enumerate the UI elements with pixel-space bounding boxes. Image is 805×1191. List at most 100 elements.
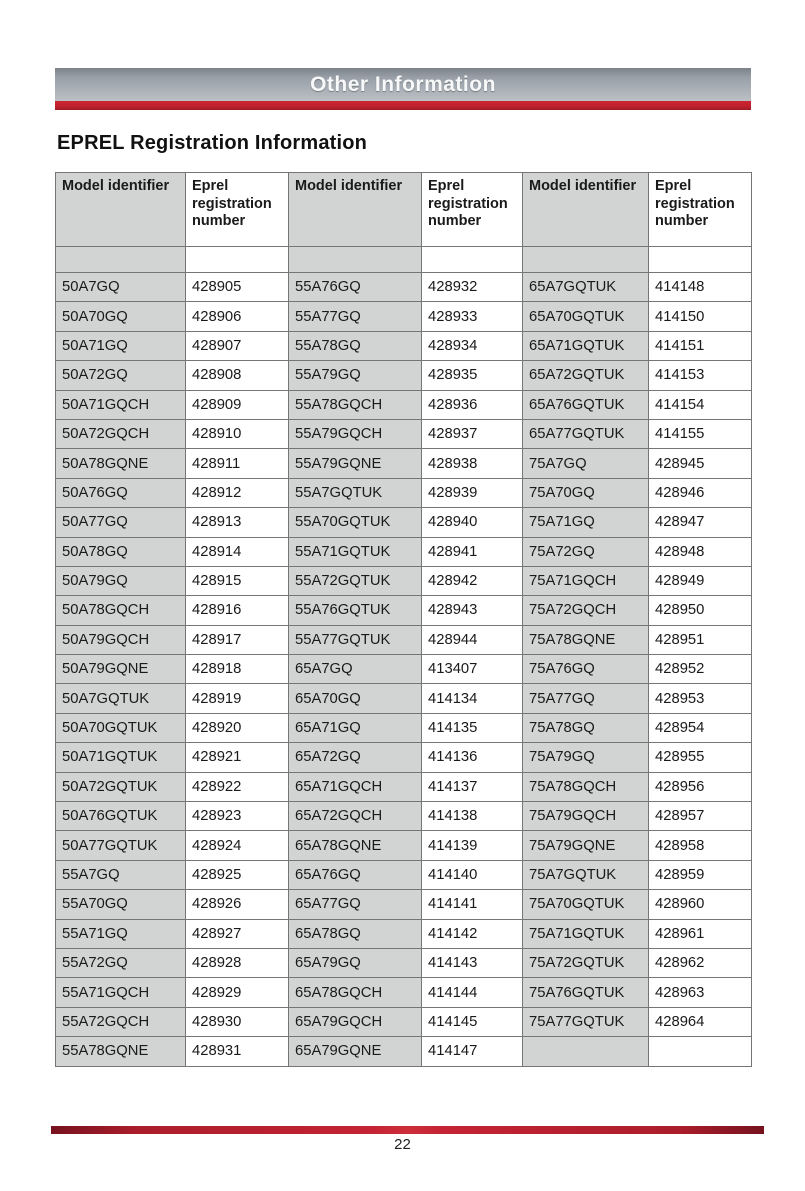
model-identifier-cell: 50A70GQTUK xyxy=(55,712,186,744)
eprel-number-cell: 428964 xyxy=(648,1006,752,1038)
model-identifier-cell: 55A70GQTUK xyxy=(288,507,422,538)
model-identifier-cell: 50A72GQCH xyxy=(55,418,186,450)
eprel-number-cell: 428934 xyxy=(421,330,523,362)
model-identifier-cell: 75A79GQ xyxy=(522,742,649,773)
table-row: 50A7GQ 428905 55A76GQ 428932 65A7GQTUK 414148 xyxy=(55,271,752,303)
model-identifier-cell: 65A78GQNE xyxy=(288,830,422,861)
eprel-number-cell: 428963 xyxy=(648,977,752,1008)
eprel-number-cell: 414142 xyxy=(421,918,523,949)
eprel-number-cell: 414154 xyxy=(648,389,752,420)
eprel-number-cell: 414148 xyxy=(648,271,752,303)
table-row: 50A72GQ 428908 55A79GQ 428935 65A72GQTUK 4141… xyxy=(55,360,752,391)
eprel-number-cell: 428926 xyxy=(185,889,289,920)
eprel-number-cell: 428905 xyxy=(185,271,289,303)
eprel-number-cell: 428958 xyxy=(648,830,752,861)
eprel-number-cell: 428916 xyxy=(185,595,289,626)
eprel-number-cell: 428907 xyxy=(185,330,289,362)
table-row: 50A71GQCH 428909 55A78GQCH 428936 65A76GQTUK… xyxy=(55,389,752,420)
table-row: 50A78GQNE 428911 55A79GQNE 428938 75A7GQ 4289… xyxy=(55,448,752,479)
eprel-number-cell: 414153 xyxy=(648,360,752,391)
eprel-number-cell: 428911 xyxy=(185,448,289,479)
table-row: 50A77GQTUK 428924 65A78GQNE 414139 75A79GQNE… xyxy=(55,830,752,861)
model-identifier-cell: 75A76GQ xyxy=(522,654,649,685)
eprel-number-cell: 428949 xyxy=(648,565,752,597)
model-identifier-cell: 55A78GQNE xyxy=(55,1036,186,1067)
page-title: EPREL Registration Information xyxy=(57,132,368,154)
model-identifier-cell: 65A70GQTUK xyxy=(522,301,649,332)
eprel-number-cell: 428959 xyxy=(648,859,752,891)
eprel-number-cell: 414140 xyxy=(421,859,523,891)
spacer-cell xyxy=(288,246,422,273)
table-row: 50A78GQ 428914 55A71GQTUK 428941 75A72GQ 4289… xyxy=(55,536,752,567)
model-identifier-cell: 75A70GQTUK xyxy=(522,889,649,920)
model-identifier-cell: 55A72GQTUK xyxy=(288,565,422,597)
model-identifier-cell: 75A71GQTUK xyxy=(522,918,649,949)
table-row: 50A72GQCH 428910 55A79GQCH 428937 65A77GQTUK… xyxy=(55,418,752,450)
model-identifier-cell: 65A77GQTUK xyxy=(522,418,649,450)
model-identifier-cell: 50A78GQCH xyxy=(55,595,186,626)
eprel-number-cell: 414134 xyxy=(421,683,523,714)
eprel-number-cell: 428919 xyxy=(185,683,289,714)
model-identifier-cell: 55A78GQCH xyxy=(288,389,422,420)
model-identifier-cell: 75A7GQTUK xyxy=(522,859,649,891)
model-identifier-cell: 65A71GQ xyxy=(288,712,422,744)
model-identifier-cell: 55A72GQCH xyxy=(55,1006,186,1038)
eprel-number-cell: 428944 xyxy=(421,624,523,656)
eprel-number-cell: 428948 xyxy=(648,536,752,567)
eprel-number-cell: 414139 xyxy=(421,830,523,861)
spacer-cell xyxy=(522,246,649,273)
model-identifier-cell: 55A71GQ xyxy=(55,918,186,949)
eprel-number-cell: 428920 xyxy=(185,712,289,744)
eprel-number-cell: 428912 xyxy=(185,477,289,509)
model-identifier-cell: 55A70GQ xyxy=(55,889,186,920)
eprel-number-cell: 414143 xyxy=(421,947,523,979)
model-identifier-cell: 55A79GQ xyxy=(288,360,422,391)
model-identifier-cell: 75A78GQ xyxy=(522,712,649,744)
eprel-number-cell: 428922 xyxy=(185,771,289,803)
eprel-number-cell: 428939 xyxy=(421,477,523,509)
model-identifier-cell: 65A79GQCH xyxy=(288,1006,422,1038)
model-identifier-cell: 55A76GQ xyxy=(288,271,422,303)
model-identifier-cell: 50A77GQTUK xyxy=(55,830,186,861)
model-identifier-cell: 65A72GQTUK xyxy=(522,360,649,391)
eprel-number-cell: 428936 xyxy=(421,389,523,420)
eprel-number-cell: 428931 xyxy=(185,1036,289,1067)
eprel-number-cell: 414138 xyxy=(421,801,523,832)
model-identifier-cell: 55A71GQTUK xyxy=(288,536,422,567)
eprel-number-cell: 428928 xyxy=(185,947,289,979)
model-identifier-cell: 75A77GQ xyxy=(522,683,649,714)
col-header-eprel-number: Eprel registration number xyxy=(648,172,752,247)
model-identifier-cell: 75A71GQ xyxy=(522,507,649,538)
eprel-number-cell: 428910 xyxy=(185,418,289,450)
model-identifier-cell: 55A72GQ xyxy=(55,947,186,979)
eprel-number-cell: 428929 xyxy=(185,977,289,1008)
table-row: 55A71GQCH 428929 65A78GQCH 414144 75A76GQTUK… xyxy=(55,977,752,1008)
eprel-number-cell: 428962 xyxy=(648,947,752,979)
eprel-number-cell: 428955 xyxy=(648,742,752,773)
eprel-number-cell: 428933 xyxy=(421,301,523,332)
eprel-number-cell: 428951 xyxy=(648,624,752,656)
model-identifier-cell: 65A78GQCH xyxy=(288,977,422,1008)
eprel-number-cell: 428937 xyxy=(421,418,523,450)
table-row: 55A78GQNE 428931 65A79GQNE 414147 xyxy=(55,1036,752,1067)
eprel-number-cell: 428957 xyxy=(648,801,752,832)
table-row: 50A71GQTUK 428921 65A72GQ 414136 75A79GQ 4289… xyxy=(55,742,752,773)
model-identifier-cell: 75A79GQNE xyxy=(522,830,649,861)
model-identifier-cell: 50A79GQ xyxy=(55,565,186,597)
model-identifier-cell: 55A79GQCH xyxy=(288,418,422,450)
banner-gray-bar: Other Information xyxy=(55,68,751,101)
model-identifier-cell: 75A71GQCH xyxy=(522,565,649,597)
eprel-number-cell: 428932 xyxy=(421,271,523,303)
eprel-number-cell: 428918 xyxy=(185,654,289,685)
eprel-number-cell: 414155 xyxy=(648,418,752,450)
model-identifier-cell: 65A76GQ xyxy=(288,859,422,891)
eprel-number-cell: 414137 xyxy=(421,771,523,803)
model-identifier-cell: 65A79GQ xyxy=(288,947,422,979)
model-identifier-cell: 75A72GQ xyxy=(522,536,649,567)
eprel-number-cell: 428953 xyxy=(648,683,752,714)
table-row: 50A79GQCH 428917 55A77GQTUK 428944 75A78GQNE… xyxy=(55,624,752,656)
model-identifier-cell: 50A78GQNE xyxy=(55,448,186,479)
model-identifier-cell: 50A72GQ xyxy=(55,360,186,391)
eprel-number-cell: 428961 xyxy=(648,918,752,949)
